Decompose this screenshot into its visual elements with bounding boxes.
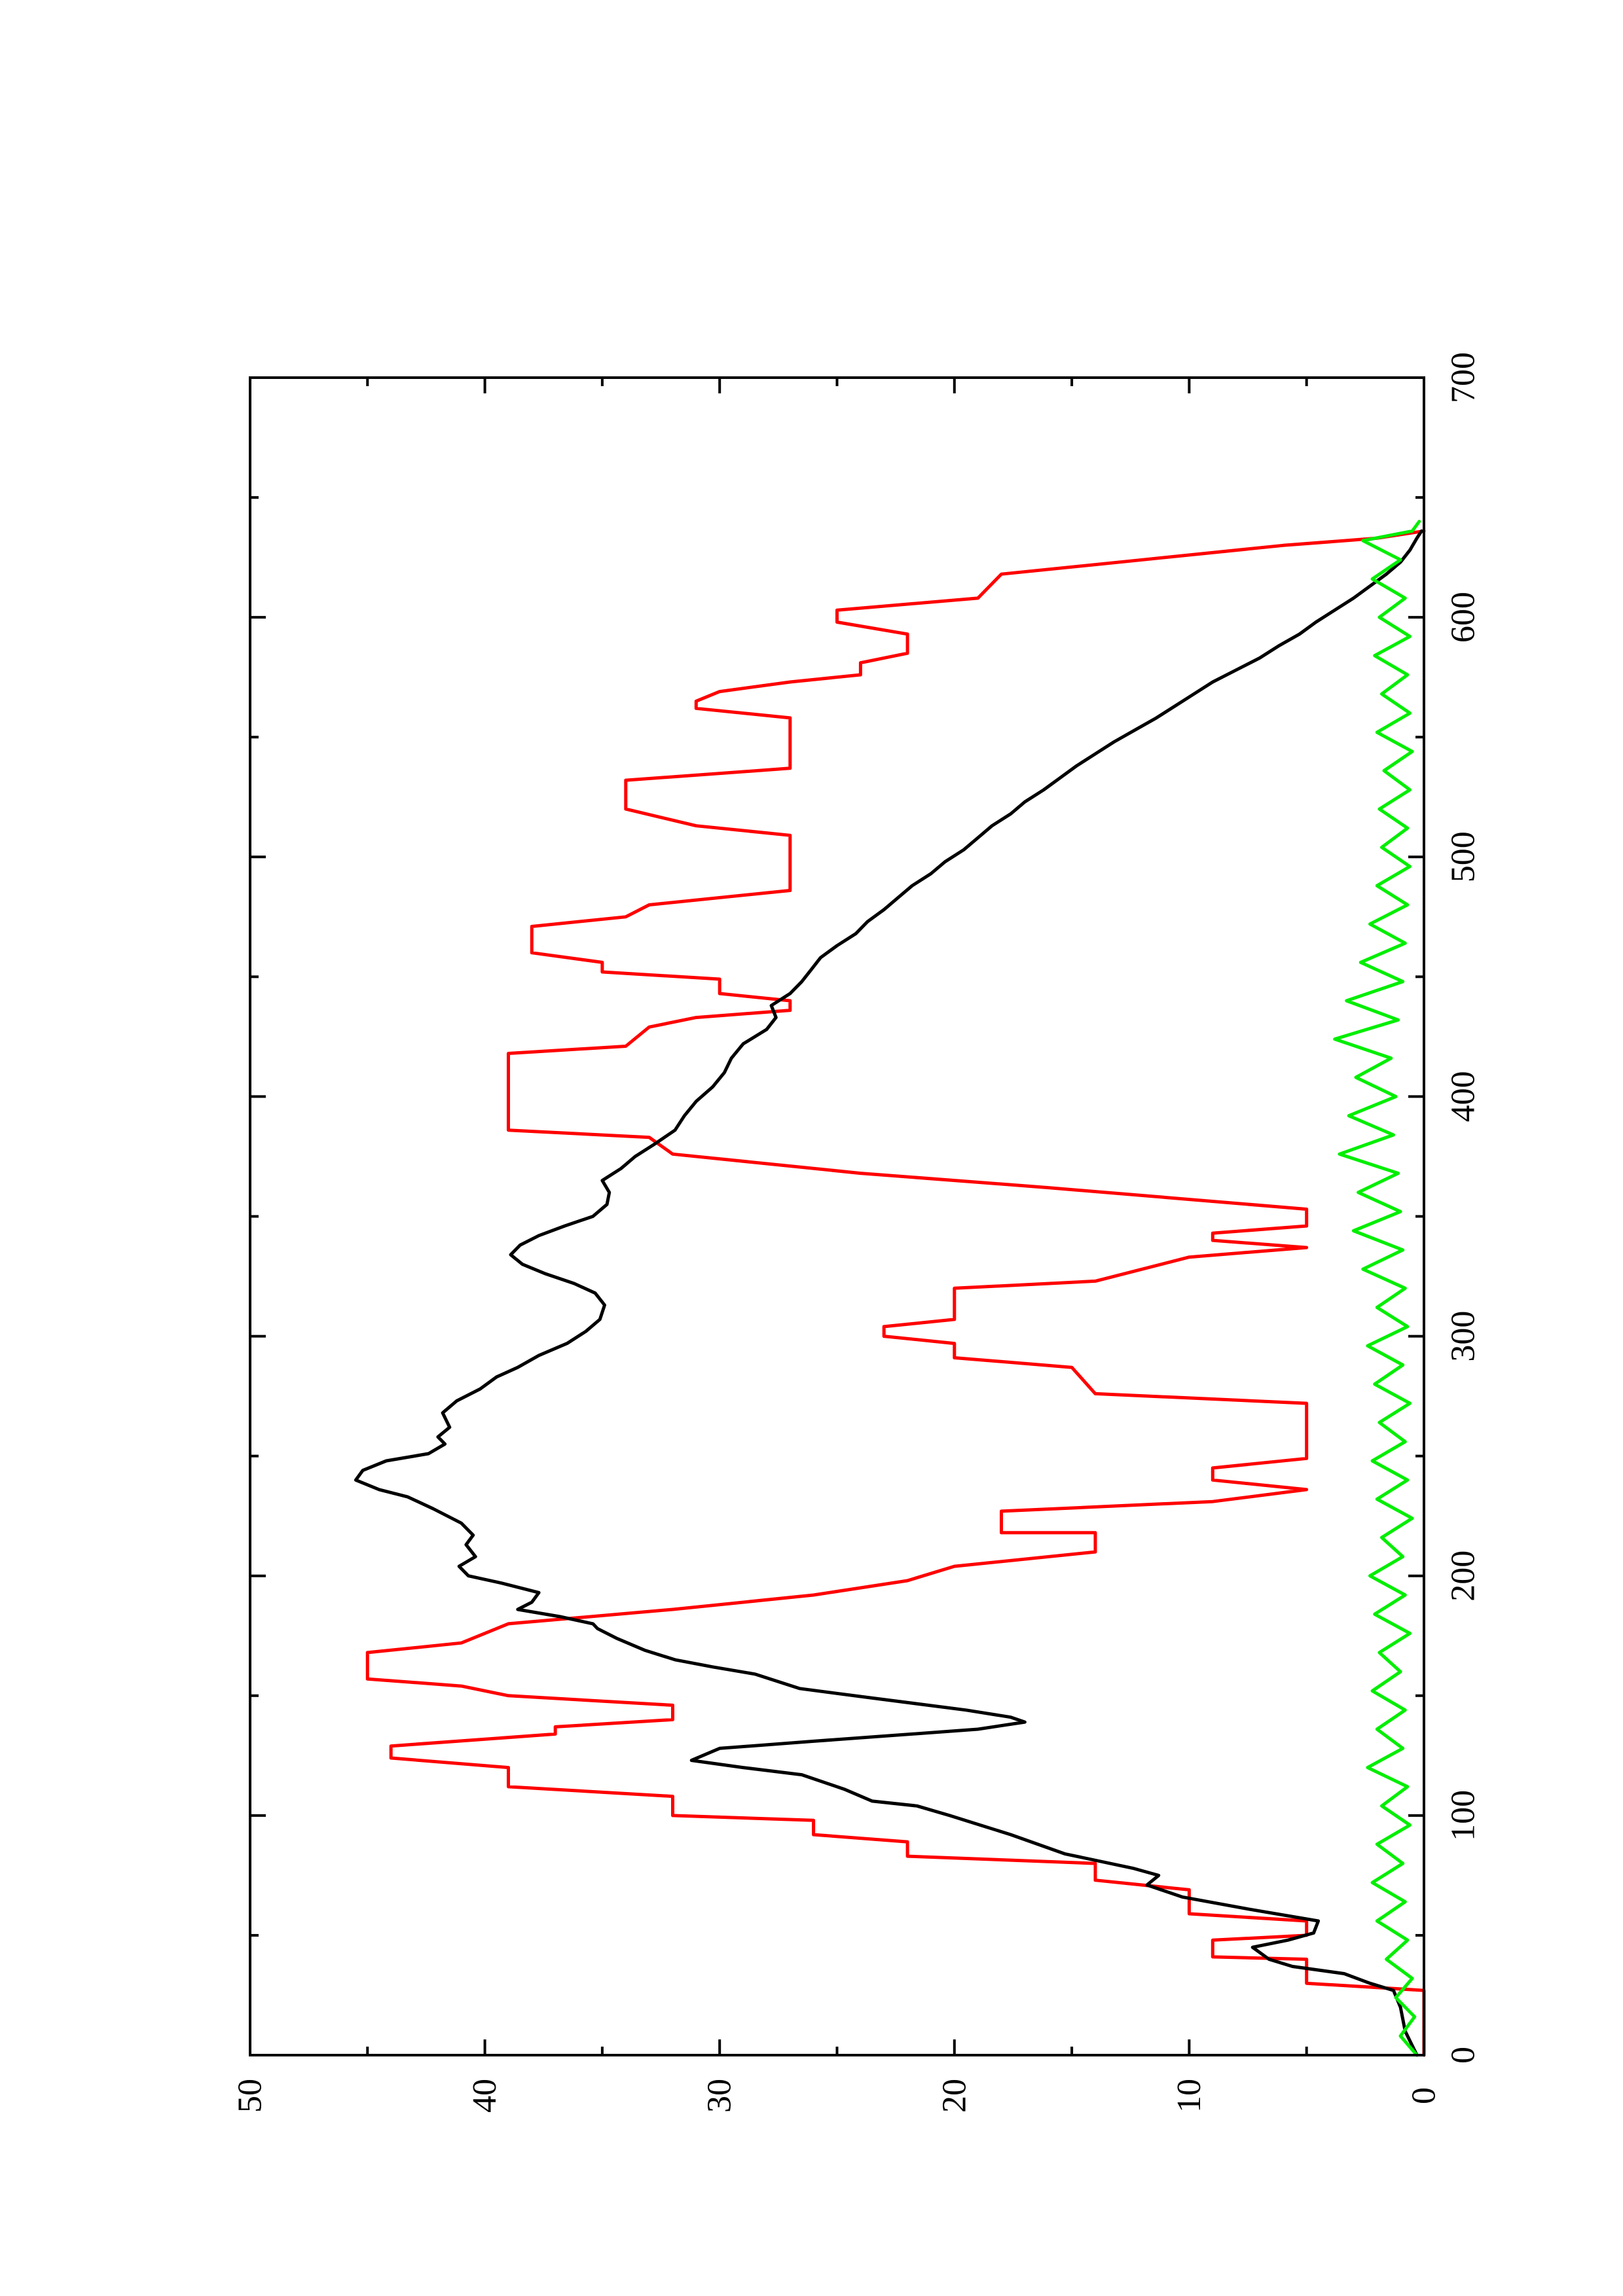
x-tick-label: 500	[1445, 831, 1482, 882]
x-tick-label: 0	[1445, 2047, 1482, 2064]
x-tick-label: 300	[1445, 1311, 1482, 1362]
y-tick-label: 30	[701, 2079, 739, 2113]
ticks-group	[249, 376, 1425, 2056]
series-line-3	[1333, 520, 1421, 2057]
series-line-1	[365, 529, 1426, 2057]
y-tick-label: 20	[936, 2079, 973, 2113]
x-tick-label: 200	[1445, 1551, 1482, 1602]
series-line-2	[354, 529, 1423, 2057]
y-tick-label: 40	[466, 2079, 503, 2113]
y-tick-label: 50	[232, 2079, 269, 2113]
x-tick-label: 100	[1445, 1790, 1482, 1841]
x-tick-label: 700	[1445, 352, 1482, 403]
series-group	[354, 520, 1426, 2057]
plot-area: 0 100 200 300 400 500 600 700 0 10 20 30 40 50	[232, 352, 1482, 2113]
y-tick-label: 0	[1406, 2087, 1443, 2104]
x-tick-label: 400	[1445, 1071, 1482, 1122]
x-tick-label: 600	[1445, 592, 1482, 643]
tick-labels-group: 0 100 200 300 400 500 600 700 0 10 20 30 40 50	[232, 352, 1482, 2113]
y-tick-label: 10	[1171, 2079, 1208, 2113]
